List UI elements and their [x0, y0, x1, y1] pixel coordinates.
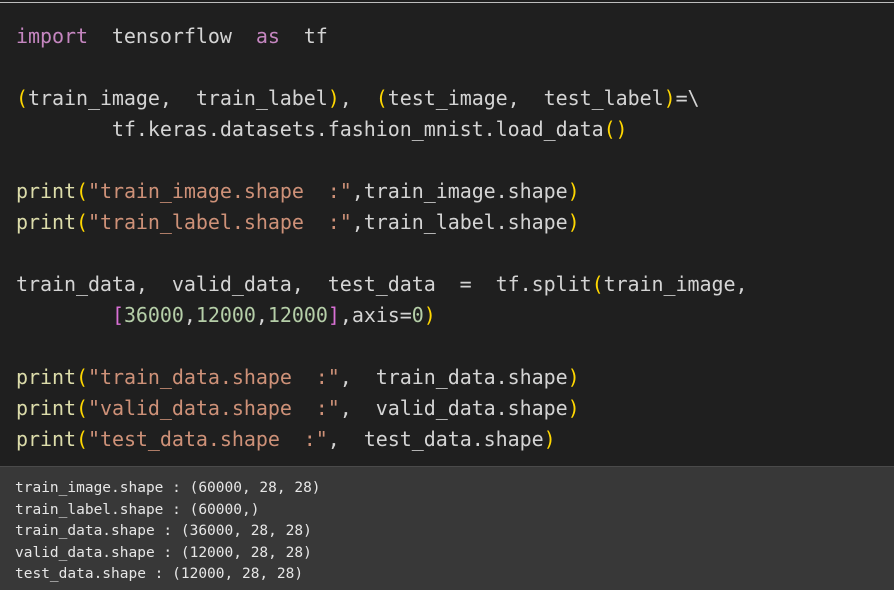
code-line: print("test_data.shape :", test_data.sha… [16, 424, 747, 455]
code-token-id: ,train_image.shape [351, 179, 568, 203]
code-token-id: tf.keras.datasets.fashion_mnist.load_dat… [16, 117, 604, 141]
code-token-p: ) [567, 365, 580, 389]
code-token-fn: print [16, 365, 76, 389]
code-token-p: () [603, 117, 628, 141]
code-token-id: , valid_data.shape [339, 396, 568, 420]
code-token-id: ,train_label.shape [351, 210, 568, 234]
code-line [16, 331, 747, 362]
code-token-p: ) [423, 303, 436, 327]
code-token-kw: import [16, 24, 88, 48]
code-token-str: "train_label.shape :" [87, 210, 352, 234]
code-token-id: , [183, 303, 196, 327]
cell-output: train_image.shape : (60000, 28, 28) train… [0, 466, 894, 590]
code-token-str: "valid_data.shape :" [87, 396, 340, 420]
code-token-p: ) [663, 86, 676, 110]
code-token-id [16, 303, 112, 327]
code-token-str: "train_image.shape :" [87, 179, 352, 203]
code-token-p: ( [75, 179, 88, 203]
code-line: print("valid_data.shape :", valid_data.s… [16, 393, 747, 424]
code-token-p: ) [567, 179, 580, 203]
code-token-id: , [339, 86, 376, 110]
code-token-fn: print [16, 427, 76, 451]
code-token-fn: print [16, 179, 76, 203]
code-token-kw: as [255, 24, 280, 48]
code-line: (train_image, train_label), (test_image,… [16, 83, 747, 114]
cell-top-border [0, 2, 894, 3]
code-line [16, 238, 747, 269]
code-token-p: ( [75, 427, 88, 451]
code-token-p: ) [567, 210, 580, 234]
code-line [16, 145, 747, 176]
code-token-fn: print [16, 396, 76, 420]
code-token-b: ] [327, 303, 340, 327]
code-line: tf.keras.datasets.fashion_mnist.load_dat… [16, 114, 747, 145]
code-token-p: ) [327, 86, 340, 110]
output-line: valid_data.shape : (12000, 28, 28) [15, 544, 312, 561]
code-line: import tensorflow as tf [16, 21, 747, 52]
code-line: [36000,12000,12000],axis=0) [16, 300, 747, 331]
code-token-id: train_image, train_label [28, 86, 328, 110]
code-token-id: test_image, test_label [387, 86, 664, 110]
code-token-p: ( [375, 86, 388, 110]
code-lines: import tensorflow as tf (train_image, tr… [16, 21, 748, 455]
code-token-b: [ [111, 303, 124, 327]
code-token-fn: print [16, 210, 76, 234]
code-token-p: ( [75, 210, 88, 234]
code-token-str: "test_data.shape :" [87, 427, 328, 451]
code-token-p: ( [16, 86, 28, 110]
code-line: print("train_label.shape :",train_label.… [16, 207, 747, 238]
code-token-id: ,axis= [339, 303, 412, 327]
code-token-num: 36000 [123, 303, 184, 327]
code-line: print("train_image.shape :",train_image.… [16, 176, 747, 207]
code-token-p: ( [75, 365, 88, 389]
code-token-p: ( [591, 272, 604, 296]
code-line [16, 52, 747, 83]
code-token-id: train_image, [603, 272, 748, 296]
code-token-str: "train_data.shape :" [87, 365, 340, 389]
code-token-id: train_data, valid_data, test_data = tf.s… [16, 272, 592, 296]
code-token-p: ) [567, 396, 580, 420]
code-token-p: ) [543, 427, 556, 451]
code-token-p: ( [75, 396, 88, 420]
output-line: train_data.shape : (36000, 28, 28) [15, 523, 312, 539]
output-line: train_image.shape : (60000, 28, 28) [15, 480, 321, 496]
code-line: print("train_data.shape :", train_data.s… [16, 362, 747, 393]
code-line: train_data, valid_data, test_data = tf.s… [16, 269, 748, 300]
code-token-id: tf [279, 24, 328, 48]
code-token-id: =\ [675, 86, 700, 110]
code-token-id: , test_data.shape [327, 427, 544, 451]
code-token-id: , train_data.shape [339, 365, 568, 389]
code-token-id: , [255, 303, 268, 327]
code-cell-editor[interactable]: import tensorflow as tf (train_image, tr… [0, 4, 894, 466]
output-line: train_label.shape : (60000,) [15, 501, 260, 518]
output-line: test_data.shape : (12000, 28, 28) [15, 566, 304, 582]
code-token-num: 0 [411, 303, 424, 327]
code-token-num: 12000 [195, 303, 256, 327]
code-token-id: tensorflow [87, 24, 256, 48]
output-lines: train_image.shape : (60000, 28, 28) train… [15, 478, 321, 586]
code-token-num: 12000 [267, 303, 328, 327]
